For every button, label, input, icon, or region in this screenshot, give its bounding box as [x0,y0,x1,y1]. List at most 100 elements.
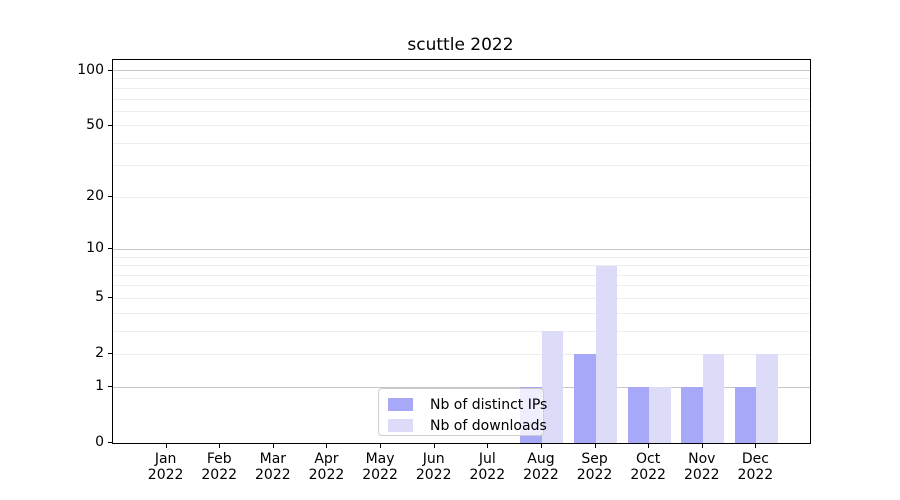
x-tick-mark [594,444,596,448]
legend-label: Nb of downloads [430,417,547,434]
x-tick-month: Mar [259,451,287,467]
x-tick-month: Dec [741,451,769,467]
x-tick-mark [540,444,542,448]
x-tick-year: 2022 [255,467,291,483]
x-tick-label: Mar 2022 [243,451,303,483]
gridline-minor [113,196,810,198]
gridline-major [113,248,810,250]
bar-downloads [702,354,725,443]
x-tick-label: Oct 2022 [618,451,678,483]
x-tick-mark [648,444,650,448]
plot-area [112,59,811,444]
y-tick-label: 50 [86,116,104,133]
x-tick-year: 2022 [576,467,613,483]
x-tick-year: 2022 [469,467,506,483]
x-tick-mark [165,444,167,448]
x-tick-mark [433,444,435,448]
gridline-minor [113,125,810,127]
gridline-minor [113,256,810,258]
gridline-minor [113,312,810,314]
x-tick-year: 2022 [201,467,238,483]
x-tick-label: Apr 2022 [296,451,356,483]
y-tick-label: 2 [95,345,104,362]
x-tick-year: 2022 [308,467,345,483]
legend: Nb of distinct IPs Nb of downloads [378,388,547,436]
y-tick-label: 5 [95,289,104,306]
x-tick-year: 2022 [683,467,720,483]
bar-distinct-ips [734,387,757,443]
x-tick-month: Aug [527,451,555,467]
legend-item: Nb of distinct IPs [388,394,547,415]
x-tick-label: Jul 2022 [457,451,517,483]
bar-distinct-ips [681,387,703,443]
gridline-major [113,70,810,72]
y-tick-mark [108,442,112,443]
y-tick-mark [108,297,112,299]
y-tick-mark [108,124,112,126]
x-tick-year: 2022 [147,467,184,483]
bar-downloads [541,331,564,443]
x-tick-mark [219,444,221,448]
y-tick-label: 1 [95,378,104,395]
gridline-minor [113,165,810,167]
legend-swatch [388,398,413,411]
y-tick-label: 100 [77,61,104,78]
bar-downloads [595,265,618,443]
x-tick-label: Feb 2022 [189,451,249,483]
y-tick-mark [108,386,112,388]
gridline-minor [113,265,810,267]
x-tick-year: 2022 [523,467,559,483]
x-tick-mark [326,444,328,448]
y-tick-label: 0 [95,434,104,450]
gridline-minor [113,353,810,355]
gridline-minor [113,330,810,332]
x-tick-mark [487,444,489,448]
x-tick-month: Jun [422,451,445,467]
x-tick-year: 2022 [737,467,774,483]
x-tick-month: Sep [581,451,608,467]
legend-item: Nb of downloads [388,415,547,436]
y-tick-label: 20 [86,188,104,205]
y-tick-mark [108,353,112,355]
gridline-major [113,386,810,388]
x-tick-label: Jan 2022 [136,451,196,483]
y-tick-mark [108,69,112,71]
gridline-minor [113,274,810,276]
gridline-minor [113,87,810,89]
gridline-minor [113,285,810,287]
gridline-minor [113,142,810,144]
x-tick-mark [701,444,703,448]
x-tick-month: Jul [478,451,496,467]
x-tick-mark [380,444,382,448]
y-tick-mark [108,248,112,250]
x-tick-month: Apr [314,451,339,467]
gridline-minor [113,78,810,80]
x-tick-mark [272,444,274,448]
x-tick-year: 2022 [415,467,452,483]
x-tick-year: 2022 [362,467,398,483]
x-tick-label: Dec 2022 [725,451,785,483]
bar-distinct-ips [627,387,650,443]
gridline-minor [113,98,810,100]
x-tick-month: Oct [636,451,661,467]
x-tick-label: Aug 2022 [511,451,571,483]
x-tick-label: Jun 2022 [404,451,464,483]
x-tick-label: Nov 2022 [672,451,732,483]
legend-swatch [388,419,413,432]
bar-distinct-ips [574,354,596,443]
x-tick-month: Feb [206,451,232,467]
bar-downloads [756,354,778,443]
x-tick-label: Sep 2022 [565,451,625,483]
gridline-minor [113,297,810,299]
bar-downloads [649,387,671,443]
x-tick-label: May 2022 [350,451,410,483]
x-tick-month: Jan [154,451,177,467]
x-tick-year: 2022 [630,467,666,483]
x-tick-mark [755,444,757,448]
chart-title: scuttle 2022 [407,35,514,55]
y-tick-label: 10 [86,240,104,257]
gridline-minor [113,110,810,112]
legend-label: Nb of distinct IPs [430,396,548,413]
x-tick-month: May [365,451,395,467]
